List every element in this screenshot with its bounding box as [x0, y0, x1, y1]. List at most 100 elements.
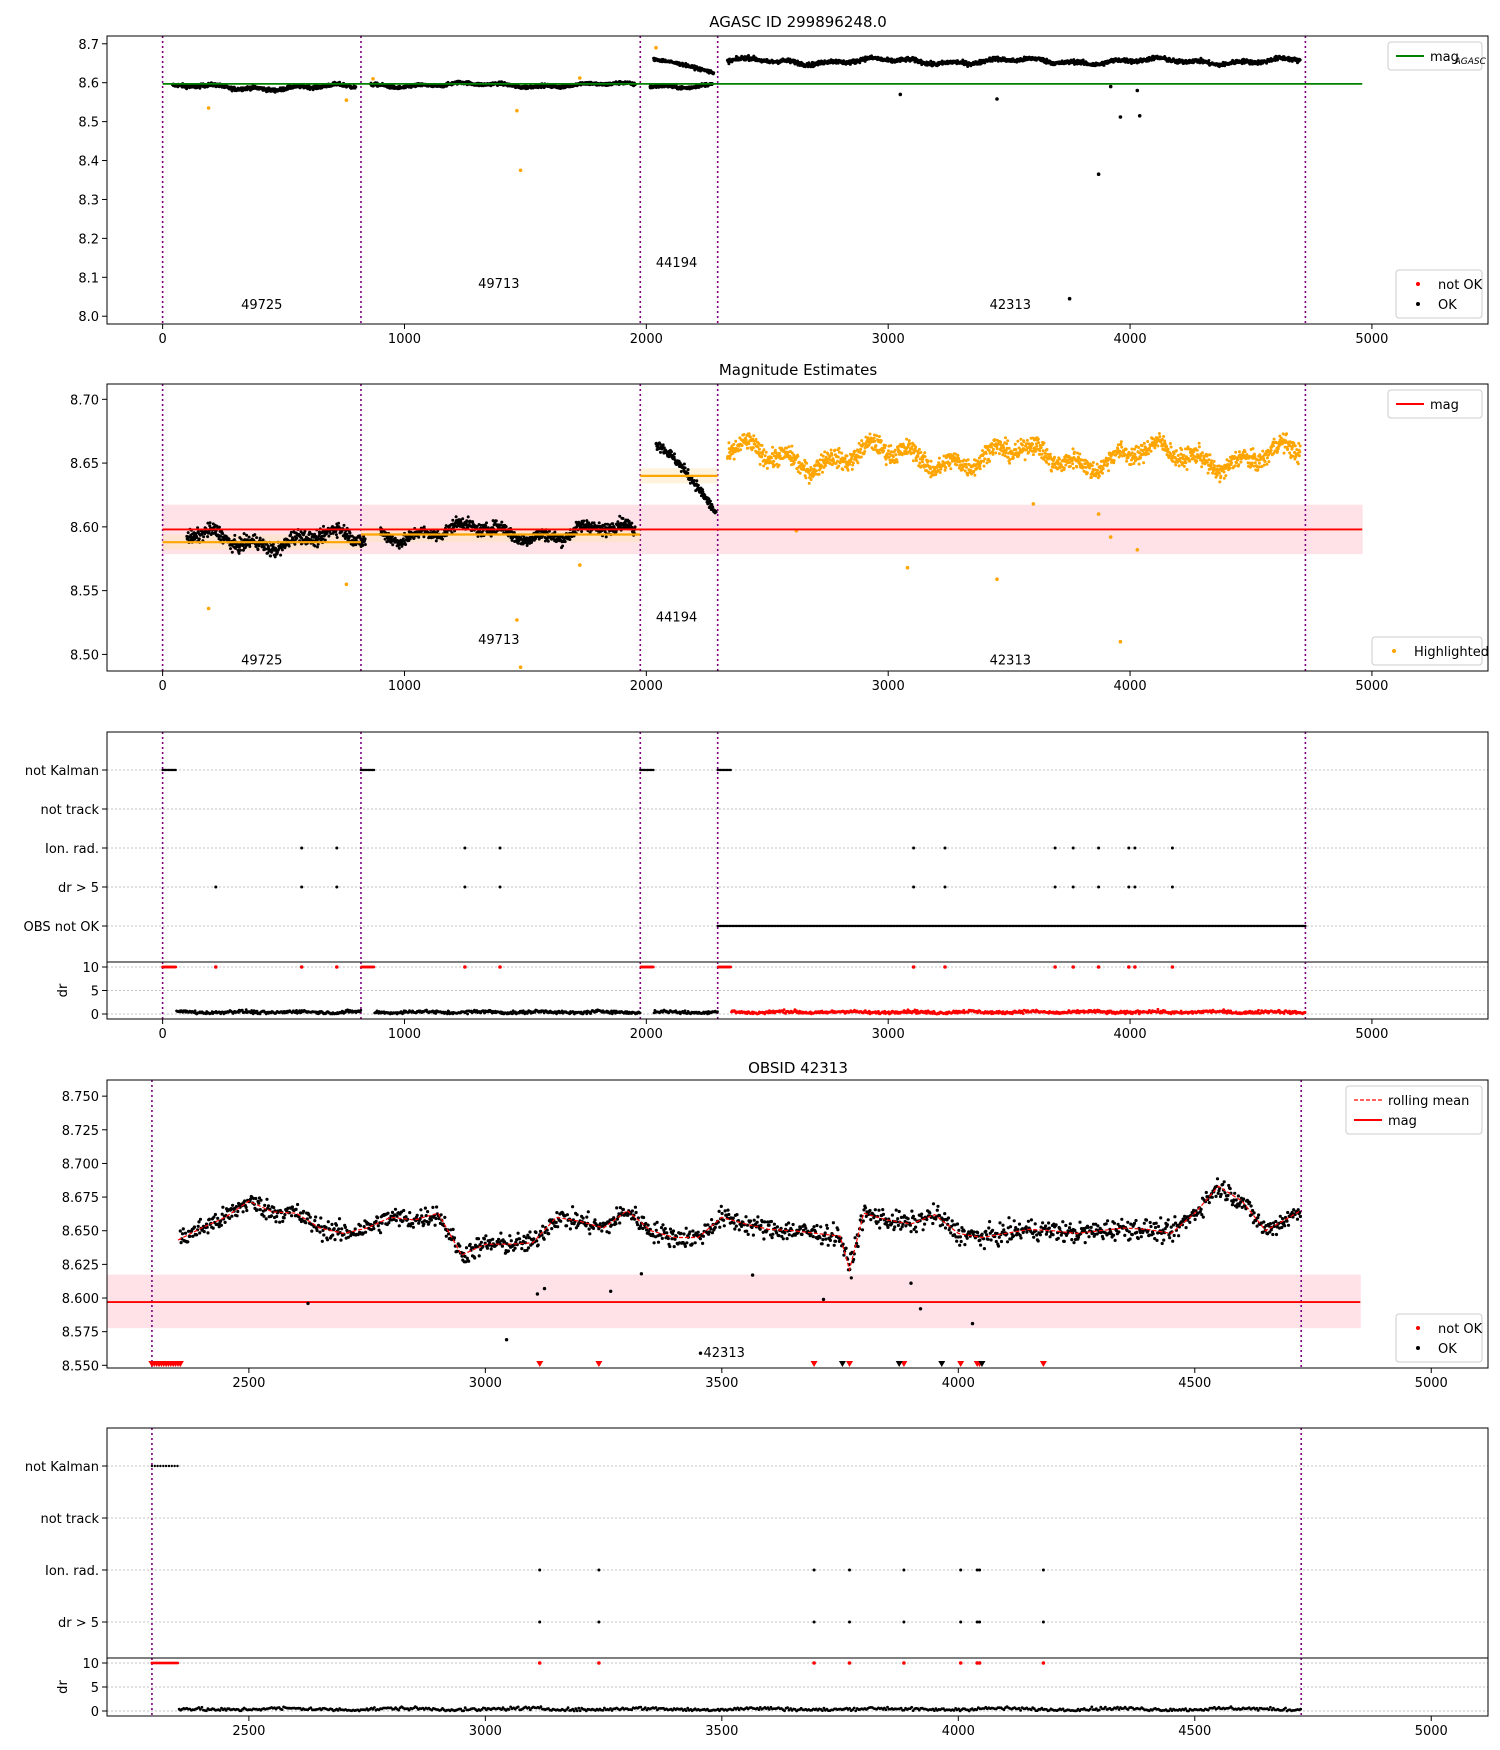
x-tick-label: 4000 [1114, 332, 1147, 347]
data-point [740, 444, 744, 448]
data-point [491, 519, 495, 523]
data-point [682, 462, 686, 466]
data-point [247, 535, 251, 539]
data-point [342, 523, 346, 527]
data-point [510, 538, 514, 542]
data-point [546, 539, 550, 543]
data-point [522, 535, 526, 539]
outlier-point [1135, 88, 1140, 93]
data-point [812, 467, 816, 471]
data-point [670, 450, 673, 454]
data-point [239, 537, 243, 541]
data-point [711, 505, 715, 509]
legend-subscript: AGASC [1454, 57, 1487, 67]
data-point [661, 443, 665, 447]
data-point [841, 456, 844, 460]
data-point [872, 436, 876, 440]
y-tick-label: 8.7 [78, 38, 99, 53]
data-point [875, 434, 879, 438]
data-point [712, 71, 716, 75]
data-point [454, 515, 458, 519]
legend-dot-swatch [1416, 282, 1420, 286]
x-tick-label: 0 [158, 332, 166, 347]
data-point [744, 438, 748, 442]
data-point [761, 452, 764, 456]
data-point [256, 548, 260, 552]
data-point [611, 522, 615, 526]
data-point [289, 533, 293, 537]
data-point [484, 524, 488, 528]
data-point [217, 525, 221, 529]
legend [1395, 269, 1483, 319]
data-point [261, 538, 265, 542]
legend-dot-swatch [1416, 302, 1420, 306]
data-point [817, 472, 821, 476]
data-point [547, 529, 551, 533]
data-point [322, 524, 325, 528]
data-point [728, 457, 732, 460]
data-point [727, 441, 731, 445]
data-point [752, 434, 756, 438]
data-point [186, 531, 190, 535]
panel-title: AGASC ID 299896248.0 [709, 13, 887, 31]
data-point [618, 514, 622, 518]
data-point [798, 471, 802, 475]
y-tick-label: 8.4 [78, 155, 99, 170]
data-point [708, 499, 712, 503]
data-point [757, 447, 761, 451]
data-point [747, 54, 750, 57]
data-point [818, 458, 822, 462]
agasc-magnitude-panel: AGASC ID 299896248.0 4972549713441944231… [78, 13, 1489, 347]
outlier-point [206, 106, 211, 110]
data-point [857, 441, 861, 445]
data-point [734, 439, 738, 443]
data-point [748, 435, 752, 439]
y-tick-label: 8.6 [78, 77, 99, 92]
data-point [877, 435, 881, 438]
data-point [853, 449, 857, 453]
data-point [807, 481, 811, 485]
data-point [203, 532, 207, 536]
legend-label: OK [1438, 298, 1457, 313]
data-point [764, 450, 768, 454]
data-point [229, 547, 232, 551]
data-point [701, 488, 704, 492]
data-point [630, 526, 634, 529]
outlier-point [515, 108, 519, 113]
data-point [882, 449, 886, 453]
data-point [990, 59, 994, 63]
data-point [363, 537, 367, 541]
data-point [287, 544, 291, 548]
data-point [390, 535, 394, 538]
data-point [604, 535, 608, 539]
data-point [850, 467, 854, 471]
outlier-point [995, 97, 999, 101]
data-point [796, 454, 800, 458]
data-point [874, 444, 878, 448]
data-point [441, 537, 444, 541]
data-point [673, 452, 676, 456]
data-point [840, 451, 844, 455]
data-point [383, 537, 387, 541]
outlier-point [1096, 172, 1101, 176]
data-point [846, 468, 850, 472]
data-point [662, 446, 666, 450]
data-point [280, 548, 284, 552]
data-point [756, 445, 760, 449]
data-point [859, 447, 863, 451]
data-point [778, 454, 782, 458]
data-point [672, 455, 676, 459]
data-point [561, 544, 565, 548]
data-point [1150, 58, 1153, 62]
data-point [230, 550, 234, 554]
outlier-point [654, 45, 658, 50]
data-point [391, 543, 395, 547]
data-point [775, 462, 779, 466]
data-point [363, 543, 367, 546]
data-point [884, 463, 888, 467]
data-point [500, 520, 504, 524]
data-point [836, 455, 840, 459]
data-point [630, 521, 634, 525]
data-point [516, 541, 520, 545]
